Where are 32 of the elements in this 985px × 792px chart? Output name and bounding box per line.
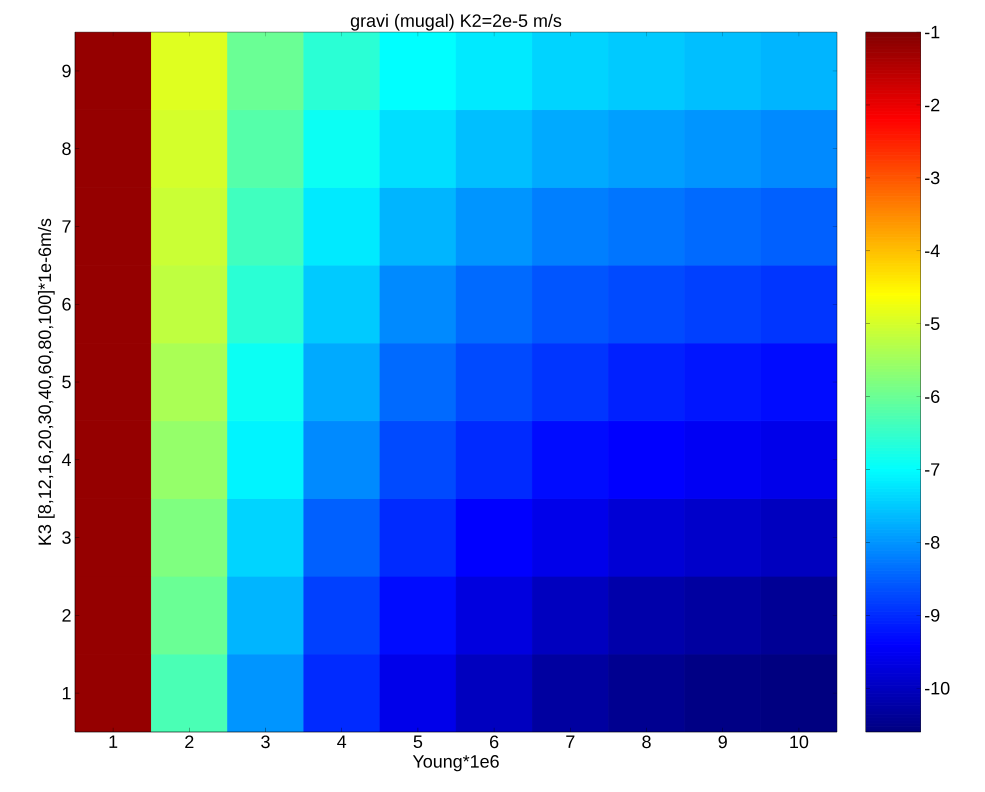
x-axis-title: Young*1e6 <box>412 755 499 772</box>
y-tick-label: 7 <box>62 220 71 233</box>
y-tick-label: 8 <box>62 142 71 156</box>
color-bar-label: -1 <box>925 26 940 38</box>
y-tick-label: 6 <box>62 298 71 311</box>
x-tick-label: 1 <box>109 736 118 748</box>
y-tick-label: 5 <box>62 376 71 388</box>
y-axis-title: K3 [8,12,16,20,30,40,60,80,100]*1e-6m/s <box>38 218 55 545</box>
color-bar-label: -10 <box>925 682 950 695</box>
y-tick-label: 1 <box>62 686 71 700</box>
x-tick-label: 3 <box>261 736 270 748</box>
color-bar-label: -6 <box>925 390 940 403</box>
x-tick-label: 2 <box>185 736 194 748</box>
color-bar-label: -5 <box>925 317 940 330</box>
x-tick-label: 5 <box>414 736 422 748</box>
x-tick-label: 6 <box>490 736 498 748</box>
y-tick-label: 3 <box>62 531 71 544</box>
color-bar-label: -8 <box>925 536 940 549</box>
y-tick-label: 4 <box>62 454 71 466</box>
chart-title: gravi (mugal) K2=2e-5 m/s <box>350 14 562 31</box>
y-tick-label: 2 <box>62 609 71 622</box>
color-bar-label: -7 <box>925 463 940 476</box>
color-bar-label: -9 <box>925 608 940 622</box>
x-tick-label: 9 <box>718 736 727 748</box>
x-tick-label: 7 <box>566 736 574 748</box>
x-tick-label: 10 <box>790 736 808 748</box>
x-tick-label: 4 <box>337 736 346 748</box>
color-bar-label: -2 <box>925 98 940 112</box>
y-tick-label: 9 <box>62 64 71 78</box>
x-tick-label: 8 <box>642 736 651 748</box>
color-bar-label: -4 <box>925 244 940 257</box>
color-bar-label: -3 <box>925 172 940 184</box>
